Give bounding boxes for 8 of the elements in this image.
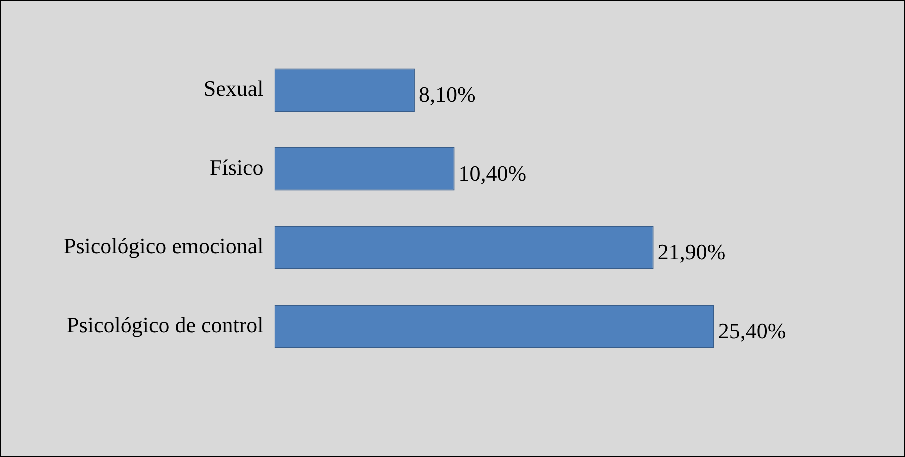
y-tick-label: Sexual [204,76,264,102]
y-tick-label: Psicológico emocional [64,234,264,259]
data-label: 25,40% [718,318,786,344]
data-label: 21,90% [658,240,726,265]
y-tick-label: Físico [210,154,264,180]
data-label: 10,40% [458,160,527,186]
y-tick-label: Psicológico de control [67,312,264,338]
data-label: 8,10% [418,82,476,108]
